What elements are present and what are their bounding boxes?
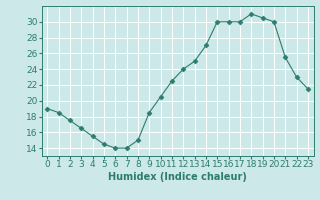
X-axis label: Humidex (Indice chaleur): Humidex (Indice chaleur)	[108, 172, 247, 182]
